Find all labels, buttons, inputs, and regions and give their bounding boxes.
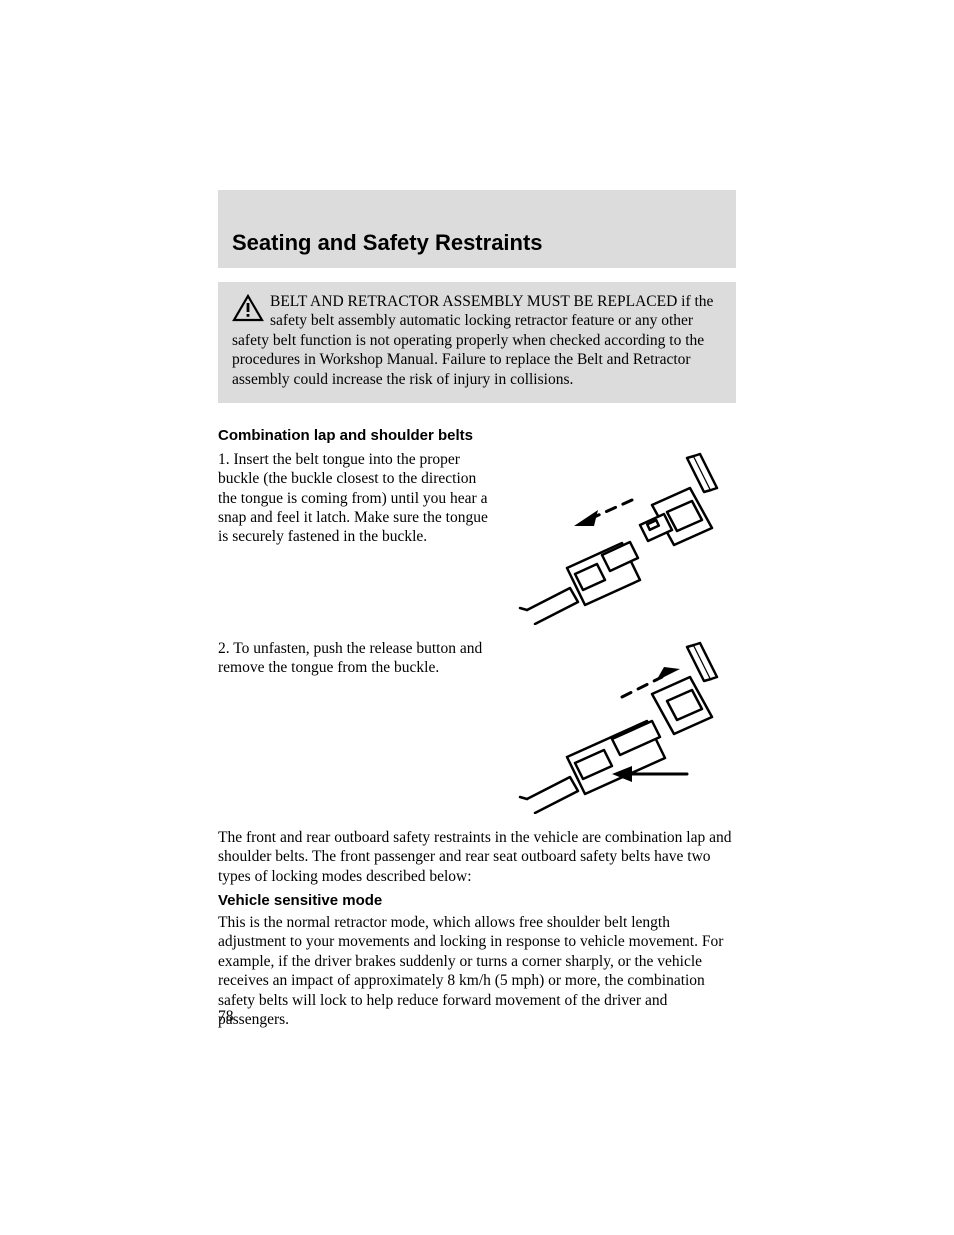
unfasten-illustration-container	[508, 639, 736, 814]
step1-text: 1. Insert the belt tongue into the prope…	[218, 450, 498, 547]
combination-description: The front and rear outboard safety restr…	[218, 828, 736, 886]
chapter-title: Seating and Safety Restraints	[232, 230, 722, 256]
step2-text: 2. To unfasten, push the release button …	[218, 639, 498, 678]
instruction-step-1: 1. Insert the belt tongue into the prope…	[218, 450, 736, 625]
warning-block: BELT AND RETRACTOR ASSEMBLY MUST BE REPL…	[218, 282, 736, 403]
seat-belt-unfasten-icon	[512, 639, 732, 814]
vehicle-mode-body: This is the normal retractor mode, which…	[218, 913, 736, 1029]
subsection-heading-vehicle-mode: Vehicle sensitive mode	[218, 892, 736, 909]
seat-belt-fasten-icon	[512, 450, 732, 625]
warning-text: BELT AND RETRACTOR ASSEMBLY MUST BE REPL…	[232, 293, 713, 388]
page-content: Seating and Safety Restraints BELT AND R…	[0, 0, 954, 1029]
warning-triangle-icon	[232, 294, 264, 327]
instruction-step-2: 2. To unfasten, push the release button …	[218, 639, 736, 814]
section-heading-combination: Combination lap and shoulder belts	[218, 427, 736, 444]
page-number: 78	[218, 1008, 234, 1026]
chapter-title-block: Seating and Safety Restraints	[218, 190, 736, 268]
fasten-illustration-container	[508, 450, 736, 625]
